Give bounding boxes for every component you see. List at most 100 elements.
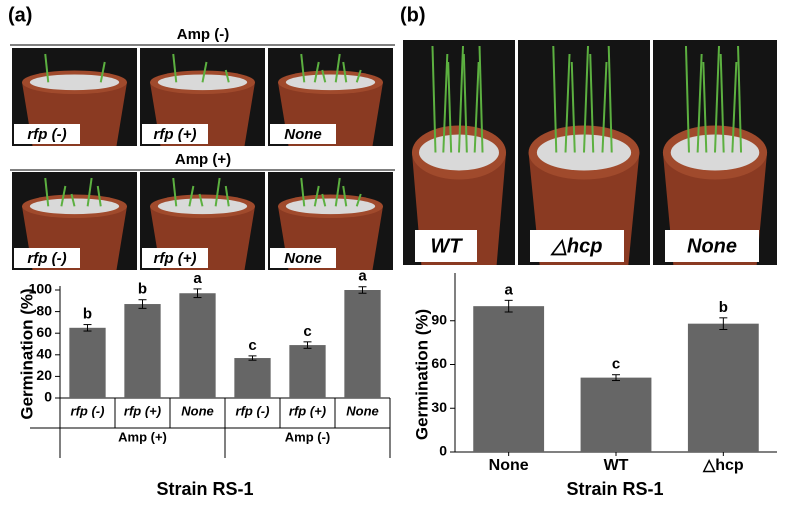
seedling [442, 53, 449, 153]
seedling [99, 61, 106, 83]
seedling [300, 53, 306, 83]
y-tick-label: 80 [36, 302, 52, 318]
seedling [44, 53, 50, 83]
bar [179, 293, 216, 398]
seedling [321, 69, 327, 83]
bar [687, 323, 759, 452]
photo-label: rfp (+) [154, 250, 197, 267]
seedling [172, 53, 178, 83]
seedling [198, 193, 204, 207]
seedling [458, 45, 464, 153]
soil [285, 74, 376, 91]
seedling [589, 53, 595, 153]
y-tick-label: 30 [431, 399, 447, 415]
seedling [564, 53, 571, 153]
photo-row-title: Amp (+) [175, 151, 231, 168]
significance-letter: a [193, 270, 202, 287]
x-tick-label: None [346, 403, 379, 418]
photo-label-box [14, 124, 80, 144]
photo-label-box [415, 230, 477, 262]
significance-letter: c [612, 356, 620, 373]
bar [580, 377, 652, 452]
y-tick-label: 40 [36, 346, 52, 362]
bar [289, 345, 326, 398]
photo-label-box [665, 230, 759, 262]
seedling [583, 45, 589, 153]
seedling [570, 61, 576, 153]
bar [234, 358, 271, 398]
x-tick-label: rfp (-) [71, 403, 105, 418]
y-tick-label: 0 [439, 443, 447, 459]
bar [344, 290, 381, 398]
x-tick-label: △hcp [702, 457, 744, 474]
significance-letter: b [83, 306, 92, 323]
seedling [462, 53, 468, 153]
seedling [719, 53, 725, 153]
x-tick-label: rfp (+) [124, 403, 161, 418]
seedling [737, 45, 743, 153]
soil [157, 198, 248, 215]
seedling [342, 61, 348, 83]
x-tick-label: rfp (-) [236, 403, 270, 418]
soil [29, 198, 120, 215]
x-axis-label: Strain RS-1 [566, 479, 663, 499]
seedling [201, 61, 208, 83]
y-tick-label: 20 [36, 367, 52, 383]
seedling [224, 69, 230, 83]
x-tick-label: rfp (+) [289, 403, 326, 418]
photo-label: WT [430, 235, 463, 257]
seedling [44, 177, 50, 207]
significance-letter: b [138, 281, 147, 298]
seedling [684, 45, 690, 153]
panel-label: (a) [8, 4, 32, 26]
seedling [300, 177, 306, 207]
seedling [313, 185, 320, 207]
significance-letter: a [358, 268, 367, 285]
seedling [313, 61, 320, 83]
photo-label: rfp (-) [27, 126, 66, 143]
seedling [70, 193, 76, 207]
seedling [342, 185, 348, 207]
soil [285, 198, 376, 215]
photo-label-box [270, 124, 336, 144]
seedling [214, 177, 221, 207]
x-tick-label: WT [604, 457, 629, 474]
photo-label: None [284, 126, 322, 143]
photo-label: None [687, 235, 737, 257]
seedling [188, 185, 195, 207]
y-tick-label: 60 [36, 324, 52, 340]
seedling [355, 193, 362, 207]
photo-label: None [284, 250, 322, 267]
group-label: Amp (+) [118, 429, 167, 444]
panel-label: (b) [400, 4, 426, 26]
bar [69, 327, 106, 398]
seedling [224, 185, 230, 207]
significance-letter: a [504, 281, 513, 298]
seedling [321, 193, 327, 207]
significance-letter: c [248, 337, 256, 354]
seedling [447, 61, 453, 153]
y-tick-label: 0 [44, 389, 52, 405]
x-axis-label: Strain RS-1 [156, 479, 253, 499]
seedling [731, 61, 738, 153]
y-tick-label: 60 [431, 355, 447, 371]
y-tick-label: 90 [431, 311, 447, 327]
seedling [478, 45, 484, 153]
seedling [86, 177, 93, 207]
seedling [702, 61, 708, 153]
photo-label-box [142, 248, 208, 268]
seedling [714, 45, 720, 153]
photo-label-box [530, 230, 624, 262]
seedling [60, 185, 67, 207]
seedling [172, 177, 178, 207]
photo-label: rfp (+) [154, 126, 197, 143]
seedling [334, 53, 341, 83]
y-axis-label: Germination (%) [17, 288, 36, 419]
seedling [696, 53, 703, 153]
photo-label: △hcp [550, 235, 603, 257]
x-tick-label: None [489, 457, 529, 474]
seedling [431, 45, 437, 153]
photo-label-box [142, 124, 208, 144]
x-tick-label: None [181, 403, 214, 418]
y-axis-label: Germination (%) [412, 309, 431, 440]
